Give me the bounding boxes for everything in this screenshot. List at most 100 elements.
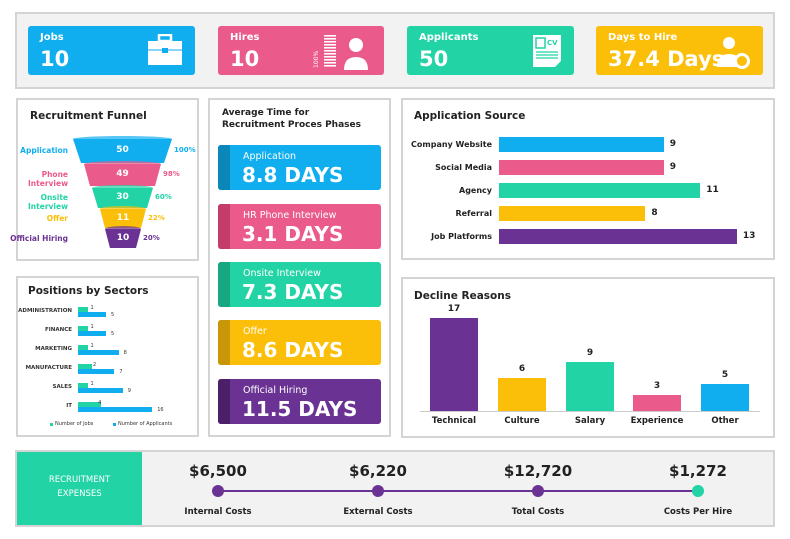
decline-value: 17 <box>447 304 461 314</box>
kpi-value: 10 <box>230 47 260 71</box>
applicants-value: 16 <box>157 407 164 413</box>
decline-value: 3 <box>653 380 661 391</box>
jobs-bar <box>78 383 89 388</box>
decline-bar <box>566 361 614 411</box>
applicants-value: 5 <box>111 312 115 318</box>
applicants-value: 8 <box>123 350 127 356</box>
legend-applicants-label: Number of Applicants <box>118 421 173 427</box>
cost-label: Costs Per Hire <box>663 507 733 517</box>
funnel-segment <box>92 188 153 208</box>
sector-label: ADMINISTRATION <box>18 308 72 314</box>
kpi-value: 50 <box>419 47 449 71</box>
phase-card: HR Phone Interview 3.1 DAYS <box>218 204 381 249</box>
phase-value: 8.6 DAYS <box>242 338 344 362</box>
decline-label: Technical <box>431 416 477 426</box>
phase-value: 7.3 DAYS <box>242 280 344 304</box>
jobs-bar <box>78 307 89 312</box>
decline-value: 9 <box>586 347 594 358</box>
timeline-dot <box>372 485 384 497</box>
funnel-segment <box>100 209 146 228</box>
sectors-title: Positions by Sectors <box>28 285 149 297</box>
funnel-stage-pct: 100% <box>174 146 196 154</box>
phase-value: 11.5 DAYS <box>242 397 358 421</box>
jobs-value: 4 <box>98 400 102 406</box>
phase-card: Official Hiring 11.5 DAYS <box>218 379 381 424</box>
phase-label: Application <box>243 151 297 162</box>
funnel-title: Recruitment Funnel <box>30 110 147 122</box>
applicants-value: 5 <box>111 331 115 337</box>
cost-value: $6,220 <box>349 462 407 480</box>
phase-stripe <box>218 379 230 424</box>
sector-label: MANUFACTURE <box>25 365 72 371</box>
funnel-stage-pct: 60% <box>155 193 172 201</box>
applicants-bar <box>78 407 153 412</box>
decline-axis <box>420 411 760 412</box>
funnel-stage-pct: 98% <box>163 170 180 178</box>
jobs-bar <box>78 326 89 331</box>
funnel-stage-value: 50 <box>116 145 129 155</box>
funnel-stage-value: 30 <box>116 192 129 202</box>
kpi-card-jobs: Jobs 10 <box>28 26 195 75</box>
funnel-stage-label: Application <box>20 146 68 155</box>
source-value: 13 <box>742 231 756 241</box>
kpi-value: 37.4 Days <box>608 47 725 71</box>
decline-label: Culture <box>504 416 540 426</box>
jobs-bar <box>78 364 93 369</box>
source-label: Referral <box>455 209 492 218</box>
decline-value: 5 <box>721 369 729 380</box>
funnel-segment-rim <box>105 226 141 232</box>
funnel-stage-label: Onsite Interview <box>28 193 68 211</box>
sector-label: MARKETING <box>35 346 72 352</box>
timeline-dot <box>212 485 224 497</box>
funnel-stage-pct: 20% <box>143 233 160 242</box>
phase-card: Onsite Interview 7.3 DAYS <box>218 262 381 307</box>
phase-stripe <box>218 204 230 249</box>
decline-label: Experience <box>630 416 684 426</box>
decline-title: Decline Reasons <box>414 290 511 302</box>
phase-stripe <box>218 262 230 307</box>
kpi-label: Hires <box>230 32 260 43</box>
applicants-bar <box>78 312 106 317</box>
funnel-stage-value: 49 <box>116 169 129 179</box>
decline-bar <box>498 378 546 411</box>
decline-label: Salary <box>574 416 606 426</box>
phases-title-line2: Recruitment Proces Phases <box>222 120 361 130</box>
jobs-bar <box>78 345 89 350</box>
phase-label: Onsite Interview <box>243 268 321 279</box>
expenses-title-line1: RECRUITMENT <box>48 475 111 485</box>
funnel-stage-value: 10 <box>116 232 130 243</box>
source-bar <box>499 229 737 244</box>
cv-document-icon: CV <box>532 34 562 72</box>
phase-card: Application 8.8 DAYS <box>218 145 381 190</box>
cost-label: External Costs <box>343 507 413 517</box>
cost-value: $6,500 <box>189 462 247 480</box>
sector-label: FINANCE <box>44 327 72 333</box>
expenses-timeline <box>218 490 698 492</box>
applicants-bar <box>78 388 123 393</box>
sector-label: IT <box>66 403 72 409</box>
decline-bar <box>633 394 681 411</box>
legend-jobs-label: Number of Jobs <box>55 421 94 427</box>
jobs-value: 1 <box>90 324 94 330</box>
kpi-label: Jobs <box>40 32 64 43</box>
source-bar <box>499 206 646 221</box>
hired-person-icon: 100% <box>312 34 372 74</box>
kpi-card-days-to-hire: Days to Hire 37.4 Days <box>596 26 763 75</box>
source-bar <box>499 137 664 152</box>
legend-applicants-swatch <box>113 423 116 426</box>
sector-label: SALES <box>52 384 72 390</box>
phase-value: 8.8 DAYS <box>242 163 344 187</box>
expenses-label-box <box>17 452 142 525</box>
decline-label: Other <box>711 416 739 426</box>
cost-value: $1,272 <box>669 462 727 480</box>
cost-label: Total Costs <box>511 507 565 517</box>
decline-bar <box>430 318 478 411</box>
funnel-segment <box>73 139 172 163</box>
funnel-segment-rim <box>84 161 161 167</box>
kpi-label: Applicants <box>419 32 479 43</box>
phase-value: 3.1 DAYS <box>242 222 344 246</box>
phase-stripe <box>218 320 230 365</box>
source-value: 9 <box>669 139 676 149</box>
decline-bar <box>701 383 749 411</box>
source-label: Social Media <box>435 163 492 172</box>
